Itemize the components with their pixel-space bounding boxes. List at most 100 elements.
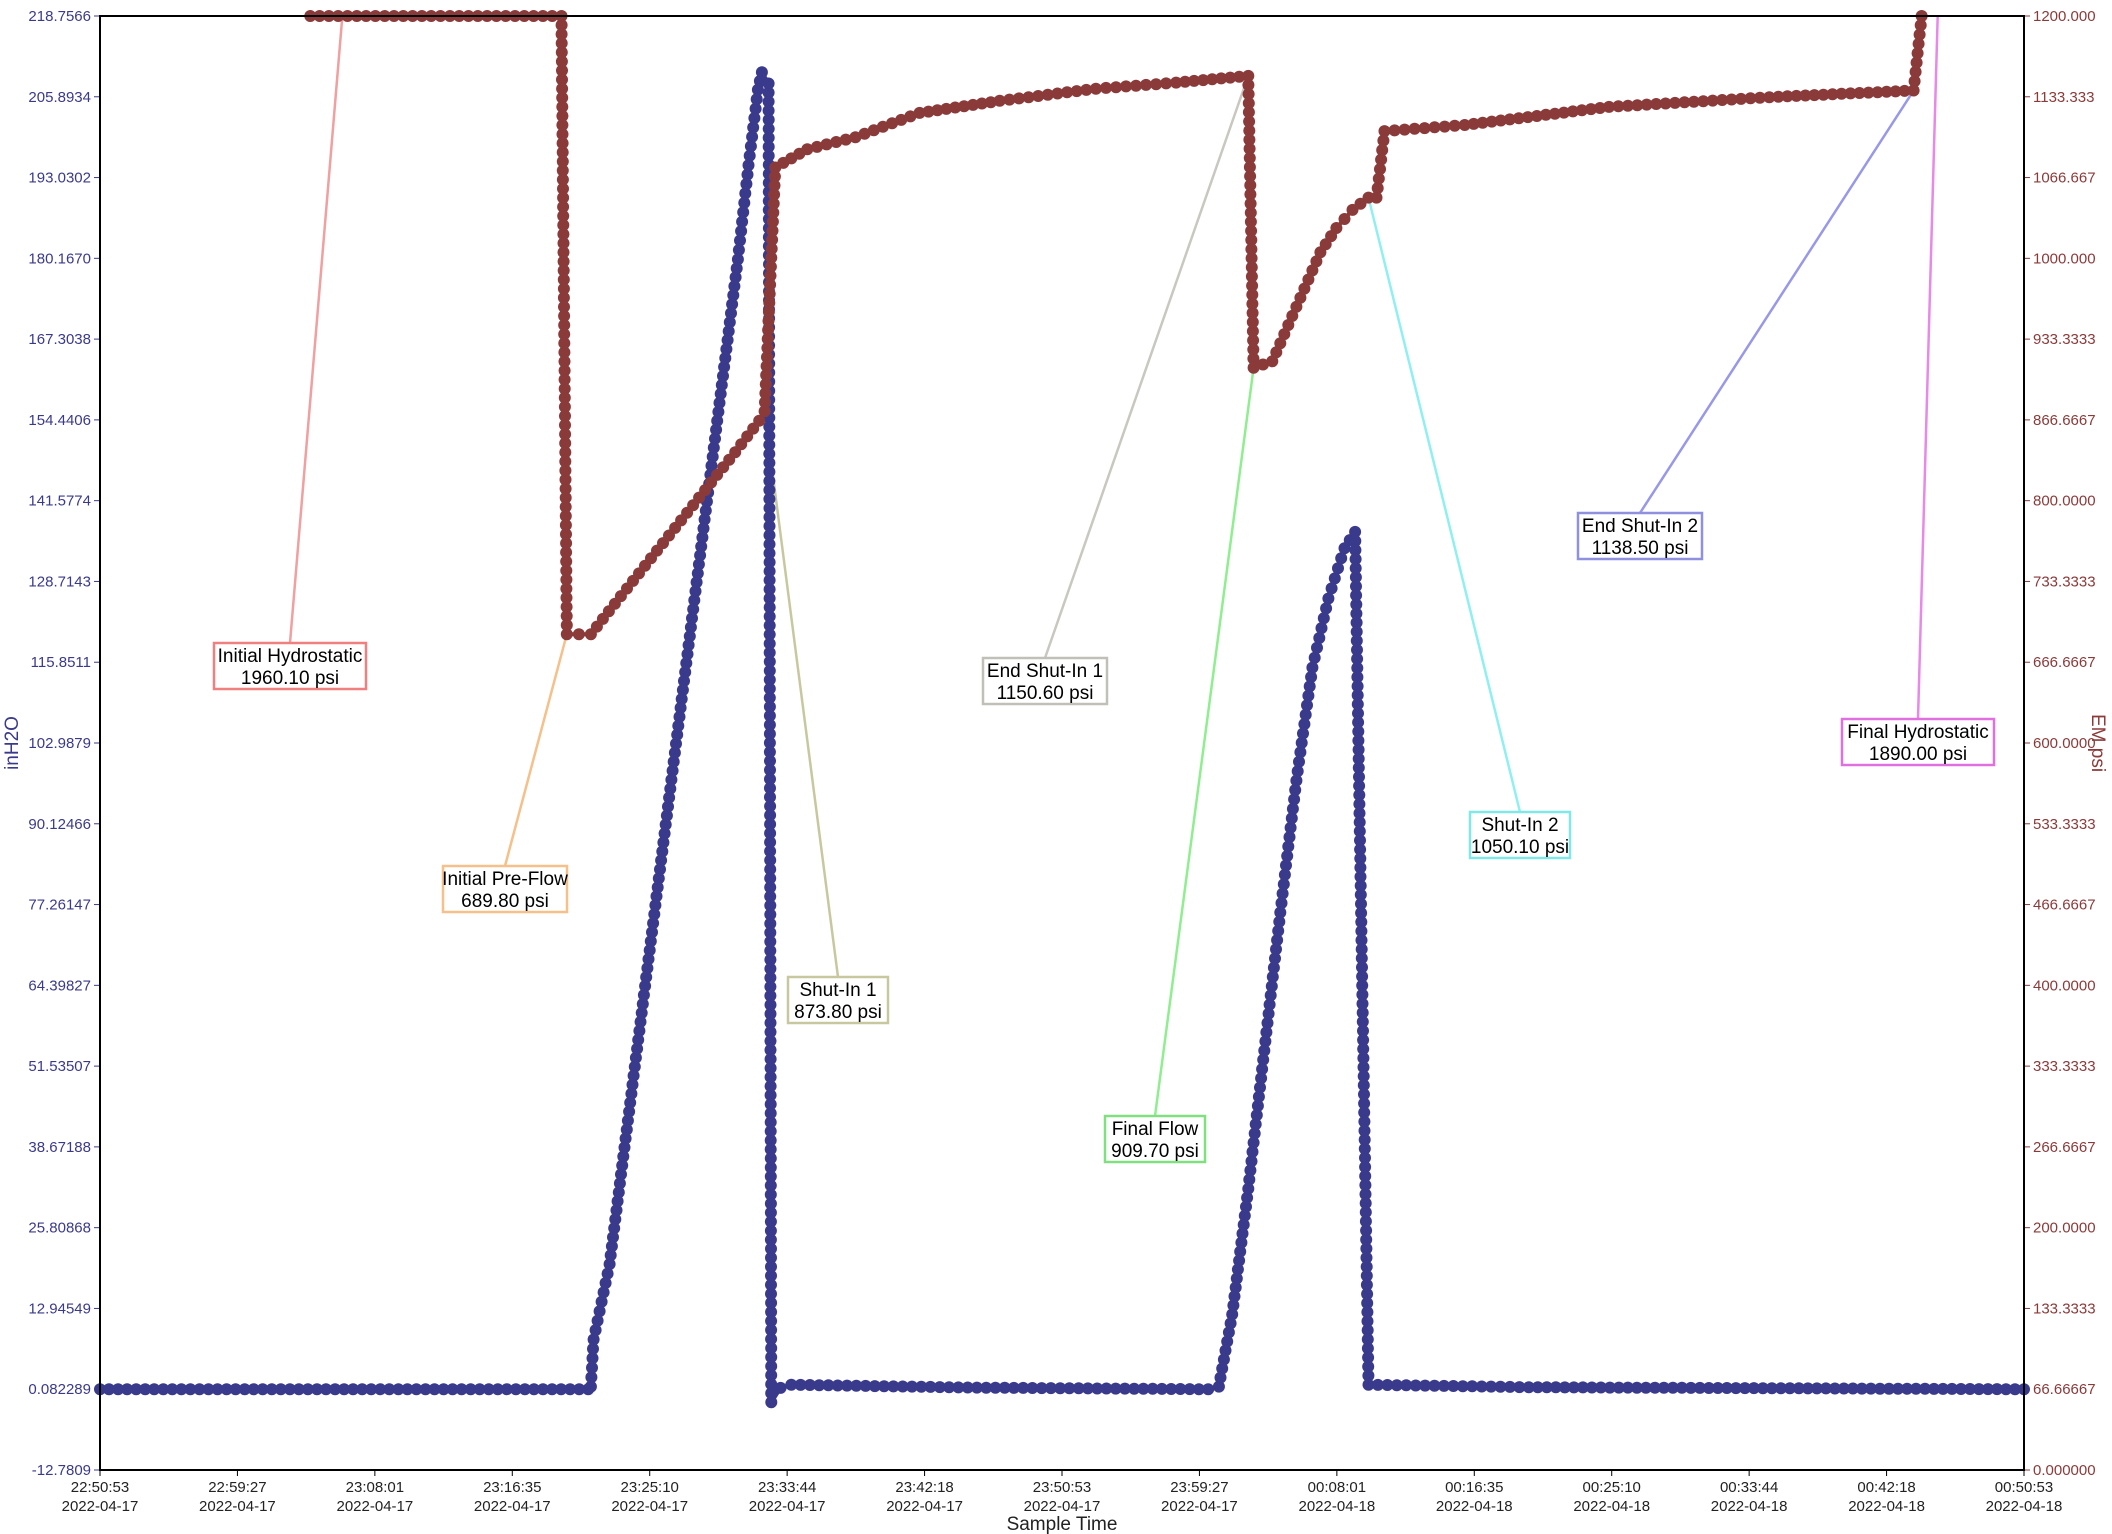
x-tick-time: 23:33:44 [758, 1479, 816, 1496]
series-point-1 [680, 657, 693, 670]
series-point-2 [1244, 170, 1257, 183]
left-tick-label: 141.5774 [28, 493, 91, 510]
annotation-leader [1367, 197, 1522, 813]
series-point-1 [654, 863, 666, 876]
series-point-2 [1233, 70, 1246, 83]
series-point-1 [1352, 752, 1365, 765]
series-point-2 [557, 191, 570, 204]
series-point-1 [1248, 1127, 1261, 1140]
series-point-1 [694, 549, 707, 562]
series-point-1 [611, 1195, 624, 1208]
series-point-1 [1350, 580, 1362, 593]
series-point-1 [1612, 1381, 1625, 1394]
series-point-1 [1354, 852, 1367, 865]
series-point-1 [687, 603, 700, 616]
series-point-1 [764, 1161, 777, 1174]
series-point-2 [1041, 88, 1054, 101]
series-point-1 [1325, 582, 1338, 595]
annotation-label: Final Flow [1112, 1119, 1199, 1140]
series-point-1 [347, 1383, 360, 1396]
series-point-1 [1603, 1381, 1616, 1394]
series-point-1 [1973, 1383, 1985, 1396]
series-point-1 [464, 1383, 477, 1396]
series-point-2 [558, 364, 571, 377]
left-tick-label: 115.8511 [31, 654, 91, 671]
series-point-1 [1648, 1381, 1661, 1394]
series-point-1 [668, 746, 681, 759]
y-right-title: EM psi [2087, 714, 2108, 772]
series-point-2 [557, 228, 570, 241]
series-point-2 [1503, 113, 1516, 126]
series-point-1 [1265, 980, 1278, 993]
series-point-1 [1355, 943, 1368, 956]
series-point-1 [1356, 1015, 1369, 1028]
series-point-2 [556, 173, 569, 186]
series-point-1 [794, 1378, 807, 1391]
series-point-1 [719, 352, 732, 365]
x-tick-date: 2022-04-17 [336, 1498, 413, 1515]
series-point-1 [648, 908, 661, 921]
series-point-1 [620, 1123, 633, 1136]
series-point-2 [560, 600, 573, 613]
series-point-1 [1350, 625, 1363, 638]
series-point-1 [763, 502, 776, 515]
series-point-2 [1376, 144, 1389, 157]
series-point-1 [737, 206, 750, 219]
series-point-1 [764, 800, 777, 813]
series-point-1 [1258, 1044, 1271, 1057]
series-point-1 [1349, 535, 1362, 547]
series-point-1 [1693, 1381, 1706, 1394]
series-point-1 [1026, 1382, 1039, 1394]
series-point-1 [1358, 1124, 1371, 1137]
series-point-1 [764, 1007, 777, 1020]
series-point-1 [675, 693, 688, 705]
series-point-2 [1243, 124, 1256, 137]
series-point-1 [591, 1314, 604, 1327]
series-point-1 [202, 1383, 215, 1396]
series-point-2 [560, 555, 573, 568]
series-point-1 [1280, 859, 1292, 872]
series-point-1 [1353, 798, 1366, 811]
series-point-1 [831, 1379, 844, 1392]
series-point-1 [265, 1383, 278, 1396]
series-point-2 [1377, 134, 1390, 147]
series-point-1 [1351, 652, 1364, 665]
series-point-2 [557, 182, 569, 195]
series-point-1 [338, 1383, 351, 1396]
annotation-value: 689.80 psi [461, 891, 549, 912]
x-tick-time: 23:25:10 [621, 1479, 679, 1496]
series-point-1 [763, 709, 776, 722]
series-point-1 [1356, 970, 1369, 983]
series-point-2 [766, 233, 779, 246]
series-point-1 [365, 1383, 378, 1396]
series-point-1 [621, 1114, 634, 1127]
series-point-1 [671, 728, 684, 741]
series-point-2 [1911, 47, 1924, 60]
left-tick-label: 77.26147 [28, 897, 91, 914]
series-point-2 [1244, 197, 1257, 210]
series-point-2 [1110, 81, 1122, 94]
series-point-1 [728, 280, 741, 293]
series-point-1 [764, 962, 777, 975]
right-tick-label: 400.0000 [2033, 977, 2096, 994]
series-point-2 [559, 519, 572, 532]
series-point-2 [1898, 84, 1911, 97]
series-point-1 [599, 1277, 612, 1289]
series-point-1 [625, 1087, 638, 1100]
x-tick-time: 23:16:35 [483, 1479, 541, 1496]
series-point-1 [1263, 998, 1276, 1011]
annotation-frame [786, 975, 890, 1025]
series-point-1 [1219, 1344, 1232, 1357]
series-point-1 [631, 1042, 644, 1055]
series-point-2 [1013, 92, 1025, 105]
series-point-2 [1242, 97, 1255, 110]
series-point-1 [1576, 1381, 1589, 1394]
series-point-1 [1243, 1173, 1256, 1186]
series-point-1 [157, 1383, 170, 1396]
series-point-1 [604, 1249, 617, 1262]
series-point-1 [1217, 1353, 1230, 1366]
series-point-1 [765, 1315, 778, 1327]
series-point-1 [311, 1383, 323, 1396]
